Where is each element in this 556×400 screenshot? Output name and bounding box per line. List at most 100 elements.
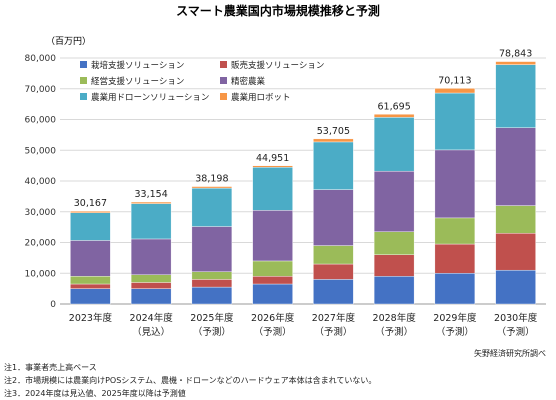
total-label: 38,198: [195, 174, 228, 185]
bar-segment: [313, 141, 354, 190]
bar-segment: [191, 279, 233, 288]
bar-segment: [373, 254, 415, 277]
y-tick-label: 60,000: [25, 116, 57, 126]
bar-segment: [130, 238, 172, 275]
legend-swatch: [220, 93, 227, 100]
bar-segment: [70, 211, 111, 213]
bar-segment: [434, 273, 476, 305]
legend-label: 農業用ロボット: [231, 92, 291, 103]
legend-label: 販売支援ソリューション: [231, 60, 324, 71]
legend-label: 栽培支援ソリューション: [91, 60, 184, 71]
total-label: 78,843: [499, 49, 532, 60]
x-tick-label: 2024年度: [130, 312, 174, 324]
unit-label: （百万円）: [46, 36, 91, 47]
y-tick-label: 50,000: [25, 146, 57, 156]
bar-segment: [252, 210, 293, 262]
bar-segment: [313, 263, 354, 280]
y-tick-label: 70,000: [25, 85, 57, 95]
y-tick-label: 30,000: [25, 208, 57, 218]
total-label: 70,113: [438, 75, 471, 86]
x-tick-label: 2030年度: [494, 312, 538, 324]
bar-segment: [434, 243, 476, 274]
bar-segment: [70, 212, 111, 241]
legend-swatch: [220, 61, 227, 68]
x-tick-sublabel: （予測）: [193, 326, 231, 338]
note-line: 注3．2024年度は見込値、2025年度以降は予測値: [4, 388, 186, 398]
total-label: 53,705: [317, 126, 350, 137]
bar-segment: [130, 203, 172, 240]
bar-segment: [252, 165, 293, 168]
bar-segment: [373, 114, 415, 118]
legend-label: 農業用ドローンソリューション: [91, 92, 209, 103]
y-tick-label: 80,000: [25, 54, 57, 64]
notes: 注1．事業者売上高ベース注2．市場規模には農業向けPOSシステム、農機・ドローン…: [4, 362, 376, 398]
bar-segment: [70, 276, 111, 285]
x-tick-label: 2026年度: [251, 312, 295, 324]
x-tick-sublabel: （見込）: [132, 326, 170, 338]
bar-segment: [130, 282, 172, 289]
bar-segment: [495, 233, 536, 271]
x-tick-label: 2027年度: [312, 312, 356, 324]
bar-segment: [373, 276, 415, 305]
x-tick-sublabel: （予測）: [314, 326, 352, 338]
y-tick-label: 10,000: [25, 269, 57, 279]
x-tick-label: 2025年度: [190, 312, 234, 324]
bar-segment: [252, 167, 293, 211]
bar-segment: [434, 149, 476, 219]
bar-segment: [434, 217, 476, 245]
legend-swatch: [80, 77, 87, 84]
bar-segment: [252, 276, 293, 285]
bar-segment: [191, 186, 233, 189]
legend-label: 精密農業: [231, 76, 266, 87]
bar-segment: [191, 226, 233, 272]
bar-segment: [130, 288, 172, 305]
y-tick-label: 40,000: [25, 177, 57, 187]
x-tick-sublabel: （予測）: [436, 326, 474, 338]
bar-segment: [191, 187, 233, 227]
y-axis-ticks: 0 10,000 20,000 30,000 40,000 50,000 60,000 70,…: [25, 54, 57, 310]
y-tick-label: 20,000: [25, 239, 57, 249]
bar-segment: [495, 127, 536, 206]
bar-segment: [313, 245, 354, 265]
bar-segment: [70, 240, 111, 277]
source-label: 矢野経済研究所調べ: [474, 348, 546, 358]
legend-swatch: [80, 61, 87, 68]
bar-segment: [130, 201, 172, 204]
bar-segment: [373, 170, 415, 232]
bar-segment: [373, 117, 415, 172]
bar-segment: [130, 274, 172, 283]
x-tick-sublabel: （予測）: [497, 326, 535, 338]
bar-segment: [313, 138, 354, 143]
total-label: 30,167: [74, 198, 107, 209]
bar-segment: [434, 92, 476, 151]
total-label: 61,695: [378, 101, 411, 112]
x-tick-label: 2029年度: [433, 312, 477, 324]
x-tick-label: 2028年度: [373, 312, 417, 324]
total-label: 44,951: [256, 153, 289, 164]
bar-segment: [495, 269, 536, 305]
bar-segment: [191, 286, 233, 305]
legend-label: 経営支援ソリューション: [91, 76, 184, 87]
bar-segment: [70, 283, 111, 289]
x-tick-sublabel: （予測）: [254, 326, 292, 338]
note-line: 注2．市場規模には農業向けPOSシステム、農機・ドローンなどのハードウェア本体は…: [4, 375, 376, 385]
bar-segment: [495, 61, 536, 65]
bar-segment: [191, 271, 233, 280]
bar-segment: [313, 279, 354, 305]
bar-segment: [252, 260, 293, 277]
bar-segment: [373, 231, 415, 256]
bar-segment: [434, 88, 476, 94]
bar-segment: [495, 64, 536, 128]
bar-segment: [70, 288, 111, 305]
chart-title: スマート農業国内市場規模推移と予測: [176, 3, 380, 18]
x-axis-labels: 2023年度 2024年度 （見込） 2025年度 （予測） 2026年度 （予測） 2027…: [69, 312, 538, 338]
bar-segment: [495, 205, 536, 234]
x-tick-label: 2023年度: [69, 312, 113, 324]
legend-swatch: [220, 77, 227, 84]
bars: [70, 61, 536, 305]
note-line: 注1．事業者売上高ベース: [4, 362, 97, 372]
x-tick-sublabel: （予測）: [375, 326, 413, 338]
legend-swatch: [80, 93, 87, 100]
